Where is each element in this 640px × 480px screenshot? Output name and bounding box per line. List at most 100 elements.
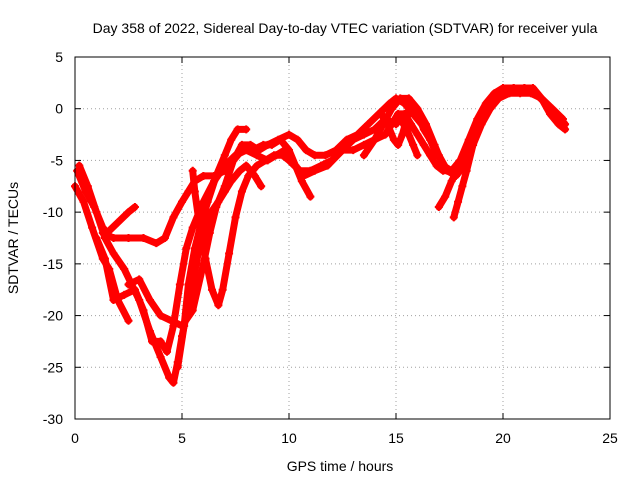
x-tick-label: 15 [388,430,404,446]
data-point [139,306,148,315]
data-point [109,249,118,258]
data-point [561,125,570,134]
data-point [88,223,97,232]
data-point [263,140,272,149]
data-point [237,140,246,149]
data-point [447,177,456,186]
data-point [135,275,144,284]
data-point [75,161,84,170]
data-point [481,104,490,113]
data-point [537,94,546,103]
data-point [520,84,529,93]
data-point [109,234,118,242]
y-tick-label: -10 [43,204,63,220]
data-point [124,208,133,217]
data-point [475,120,484,129]
data-point [156,352,165,361]
data-point [270,151,279,160]
data-point [83,182,92,191]
data-point [528,84,537,93]
data-point [310,151,319,160]
data-point [225,249,234,258]
data-point [370,135,379,144]
data-point [413,109,422,118]
data-point [242,161,251,170]
data-point [203,197,212,206]
data-point [406,99,415,108]
data-point [389,135,398,144]
data-point [295,166,304,175]
data-point [165,373,174,382]
data-point [462,166,471,175]
data-point [546,109,555,118]
data-point [190,244,199,253]
data-point [490,94,499,103]
data-point [178,197,186,206]
data-point [182,244,191,253]
data-point [169,213,178,222]
data-point [383,120,392,129]
data-point [402,125,411,134]
data-point [456,161,465,170]
data-point [387,104,396,113]
x-axis-title: GPS time / hours [287,458,394,474]
data-point [509,84,518,93]
data-point [188,223,197,232]
data-point [419,140,428,149]
data-point [426,135,435,144]
data-point [195,218,204,227]
x-tick-label: 25 [602,430,618,446]
data-point [306,166,315,175]
data-point [227,135,236,144]
grid-layer [75,57,610,419]
data-point [285,156,293,165]
data-point [207,285,216,294]
data-point [257,182,266,191]
y-tick-label: -30 [43,411,63,427]
y-axis-title: SDTVAR / TECUs [5,182,21,294]
data-point [396,115,405,124]
data-point [109,296,118,305]
data-point [120,265,129,274]
data-point [120,290,129,299]
plot-frame [74,56,611,420]
data-point [152,239,161,248]
data-point [124,316,133,325]
data-point [278,151,287,160]
data-point [441,192,450,201]
data-point [233,125,242,134]
data-point [293,135,302,144]
data-point [342,135,351,144]
data-point [201,254,210,263]
data-point [113,218,122,227]
data-point [160,234,169,242]
data-point [306,192,315,201]
series-layer [71,84,570,387]
y-tick-label: 5 [55,49,63,65]
x-tick-label: 20 [495,430,511,446]
data-point [229,156,238,165]
data-point [220,151,229,160]
data-point [255,146,264,155]
data-point [175,280,184,289]
data-point [169,378,178,387]
data-point [261,156,270,165]
data-point [235,166,244,175]
data-point [439,161,448,170]
y-tick-label: -5 [51,152,64,168]
data-point [469,140,478,149]
y-tick-label: -25 [43,359,63,375]
data-point [321,151,330,160]
data-point [297,177,306,186]
data-point [139,234,148,242]
data-point [167,316,176,325]
data-point [327,156,336,165]
data-point [130,285,139,294]
data-point [252,161,261,170]
data-point [145,296,154,305]
series-line-track-6 [125,89,567,330]
data-point [359,151,368,160]
data-point [285,146,293,155]
data-point [190,187,199,196]
